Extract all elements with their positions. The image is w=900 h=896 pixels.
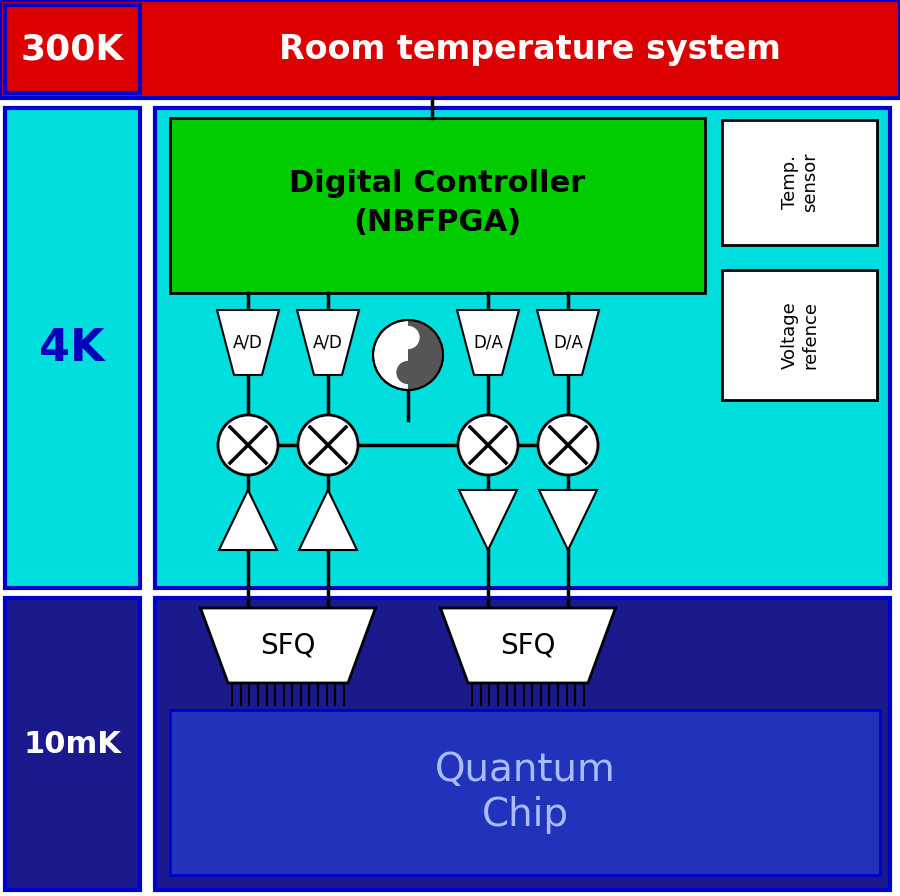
Text: Room temperature system: Room temperature system [279, 32, 781, 65]
Circle shape [373, 320, 443, 390]
Bar [170, 710, 880, 875]
Text: Temp.
sensor: Temp. sensor [780, 152, 819, 211]
Text: A/D: A/D [233, 333, 263, 351]
Polygon shape [459, 490, 517, 550]
Text: Chip: Chip [482, 796, 569, 834]
Polygon shape [201, 608, 375, 683]
Bar [5, 598, 140, 890]
Text: 300K: 300K [21, 32, 123, 66]
Circle shape [396, 326, 419, 349]
Circle shape [396, 361, 419, 384]
Polygon shape [297, 310, 359, 375]
Text: Digital Controller: Digital Controller [289, 168, 585, 197]
Polygon shape [537, 310, 599, 375]
Bar [722, 120, 877, 245]
Text: 4K: 4K [40, 326, 104, 369]
Text: D/A: D/A [473, 333, 503, 351]
Text: D/A: D/A [554, 333, 583, 351]
Polygon shape [440, 608, 616, 683]
Circle shape [298, 415, 358, 475]
Bar [155, 598, 890, 890]
Circle shape [458, 415, 518, 475]
Polygon shape [299, 490, 357, 550]
Bar [170, 118, 705, 293]
Circle shape [218, 415, 278, 475]
Bar [155, 108, 890, 588]
Polygon shape [457, 310, 519, 375]
Polygon shape [539, 490, 597, 550]
Bar [0, 0, 900, 98]
Bar [5, 5, 140, 93]
Text: Voltage
refence: Voltage refence [780, 301, 819, 369]
Polygon shape [408, 320, 443, 390]
Text: 10mK: 10mK [23, 729, 121, 759]
Circle shape [538, 415, 598, 475]
Text: Quantum: Quantum [435, 751, 616, 789]
Text: SFQ: SFQ [500, 632, 555, 659]
Bar [722, 270, 877, 400]
Text: (NBFPGA): (NBFPGA) [353, 208, 521, 237]
Text: SFQ: SFQ [260, 632, 316, 659]
Polygon shape [217, 310, 279, 375]
Bar [5, 108, 140, 588]
Text: A/D: A/D [313, 333, 343, 351]
Polygon shape [219, 490, 277, 550]
